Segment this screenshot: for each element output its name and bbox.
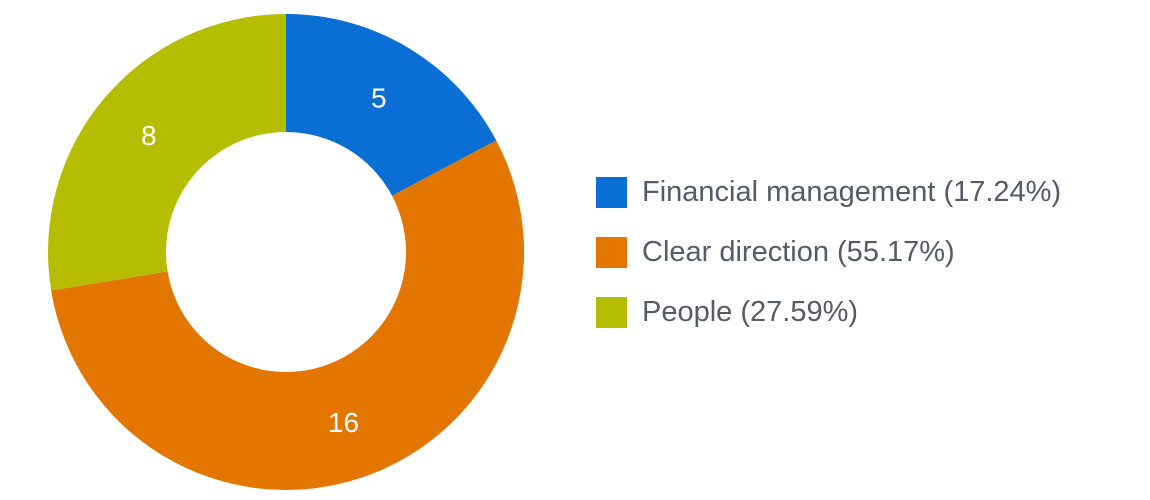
- legend-label: Financial management (17.24%): [642, 175, 1062, 208]
- donut-slice-clear-direction[interactable]: [51, 140, 524, 490]
- donut-slice-financial-management[interactable]: [286, 14, 497, 196]
- legend-item-financial-management[interactable]: Financial management (17.24%): [596, 162, 1061, 222]
- donut-data-labels: 5 16 8: [141, 82, 387, 438]
- slice-data-label: 5: [371, 82, 387, 113]
- slice-data-label: 8: [141, 120, 157, 151]
- legend-label: Clear direction (55.17%): [642, 235, 955, 268]
- legend-item-clear-direction[interactable]: Clear direction (55.17%): [596, 222, 1061, 282]
- legend-label: People (27.59%): [642, 295, 859, 328]
- legend-swatch: [596, 236, 627, 268]
- donut-slices: [47, 14, 524, 490]
- slice-data-label: 16: [328, 407, 359, 438]
- donut-slice-people[interactable]: [47, 14, 286, 291]
- legend-swatch: [596, 176, 627, 208]
- legend-swatch: [596, 296, 627, 328]
- chart-legend: Financial management (17.24%) Clear dire…: [596, 162, 1061, 342]
- legend-item-people[interactable]: People (27.59%): [596, 282, 1061, 342]
